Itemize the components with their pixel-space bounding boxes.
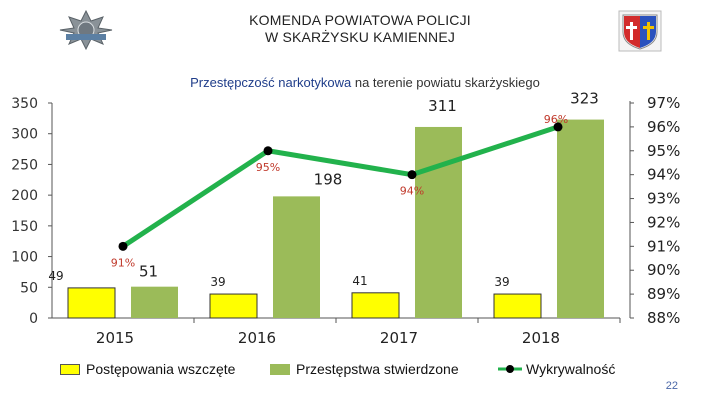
header-title-line1: KOMENDA POWIATOWA POLICJI [249, 12, 471, 28]
left-tick-label: 200 [11, 188, 38, 204]
left-tick-label: 300 [11, 127, 38, 143]
chart-title-highlight: Przestępczość narkotykowa [190, 75, 352, 90]
bar-przestepstwa [273, 196, 320, 318]
police-star-logo [59, 10, 113, 50]
header-title-line2: W SKARŻYSKU KAMIENNEJ [264, 29, 456, 45]
line-label-wykrywalnosc: 94% [400, 185, 424, 198]
line-label-wykrywalnosc: 96% [544, 113, 568, 126]
county-crest-logo [618, 10, 662, 52]
right-tick-label: 95% [647, 142, 680, 160]
legend-swatch-line [498, 362, 522, 376]
category-label: 2015 [96, 329, 134, 347]
right-tick-label: 94% [647, 166, 680, 184]
page-number: 22 [665, 380, 678, 392]
bar-postepowania [351, 292, 400, 319]
category-label: 2016 [238, 329, 276, 347]
bar-postepowania [209, 293, 258, 319]
right-tick-label: 89% [647, 285, 680, 303]
legend: Postępowania wszczęte Przestępstwa stwie… [60, 361, 660, 383]
right-tick-label: 91% [647, 237, 680, 255]
bar-postepowania [67, 287, 116, 319]
bar-label-przestepstwa: 311 [428, 97, 457, 115]
right-tick-label: 92% [647, 213, 680, 231]
bar-przestepstwa [131, 286, 178, 318]
line-point-wykrywalnosc [407, 170, 417, 180]
legend-label-postepowania: Postępowania wszczęte [86, 361, 236, 377]
bar-przestepstwa [415, 126, 462, 318]
legend-item-przestepstwa: Przestępstwa stwierdzone [270, 361, 459, 377]
left-tick-label: 100 [11, 250, 38, 266]
line-wykrywalnosc [121, 124, 559, 249]
left-tick-label: 350 [11, 96, 38, 112]
right-tick-label: 93% [647, 190, 680, 208]
category-label: 2017 [380, 329, 418, 347]
line-point-wykrywalnosc [263, 146, 273, 156]
right-tick-label: 90% [647, 261, 680, 279]
bar-label-przestepstwa: 51 [139, 263, 158, 281]
right-tick-label: 97% [647, 94, 680, 112]
legend-swatch-green [270, 363, 290, 375]
chart-title-rest: na terenie powiatu skarżyskiego [351, 75, 540, 90]
chart-title: Przestępczość narkotykowa na terenie pow… [130, 75, 600, 90]
bar-label-postepowania: 39 [494, 275, 509, 289]
line-label-wykrywalnosc: 91% [111, 256, 135, 269]
legend-label-przestepstwa: Przestępstwa stwierdzone [296, 361, 459, 377]
left-tick-label: 150 [11, 219, 38, 235]
line-point-wykrywalnosc [118, 241, 128, 251]
bar-label-postepowania: 49 [48, 269, 63, 283]
bar-label-przestepstwa: 198 [314, 170, 343, 188]
right-tick-label: 88% [647, 309, 680, 327]
bar-label-przestepstwa: 323 [570, 90, 599, 108]
bar-postepowania [493, 293, 542, 319]
bar-label-postepowania: 39 [210, 275, 225, 289]
bar-label-postepowania: 41 [352, 274, 367, 288]
right-tick-label: 96% [647, 118, 680, 136]
left-tick-label: 50 [20, 280, 38, 296]
line-label-wykrywalnosc: 95% [256, 161, 280, 174]
header-title: KOMENDA POWIATOWA POLICJI W SKARŻYSKU KA… [170, 12, 550, 46]
legend-item-wykrywalnosc: Wykrywalność [498, 361, 615, 377]
left-tick-label: 0 [29, 311, 38, 327]
line-point-wykrywalnosc [553, 122, 563, 132]
left-tick-label: 250 [11, 157, 38, 173]
legend-swatch-yellow [60, 363, 80, 375]
legend-item-postepowania: Postępowania wszczęte [60, 361, 235, 377]
category-label: 2018 [522, 329, 560, 347]
legend-label-wykrywalnosc: Wykrywalność [526, 361, 616, 377]
bar-przestepstwa [557, 119, 604, 318]
